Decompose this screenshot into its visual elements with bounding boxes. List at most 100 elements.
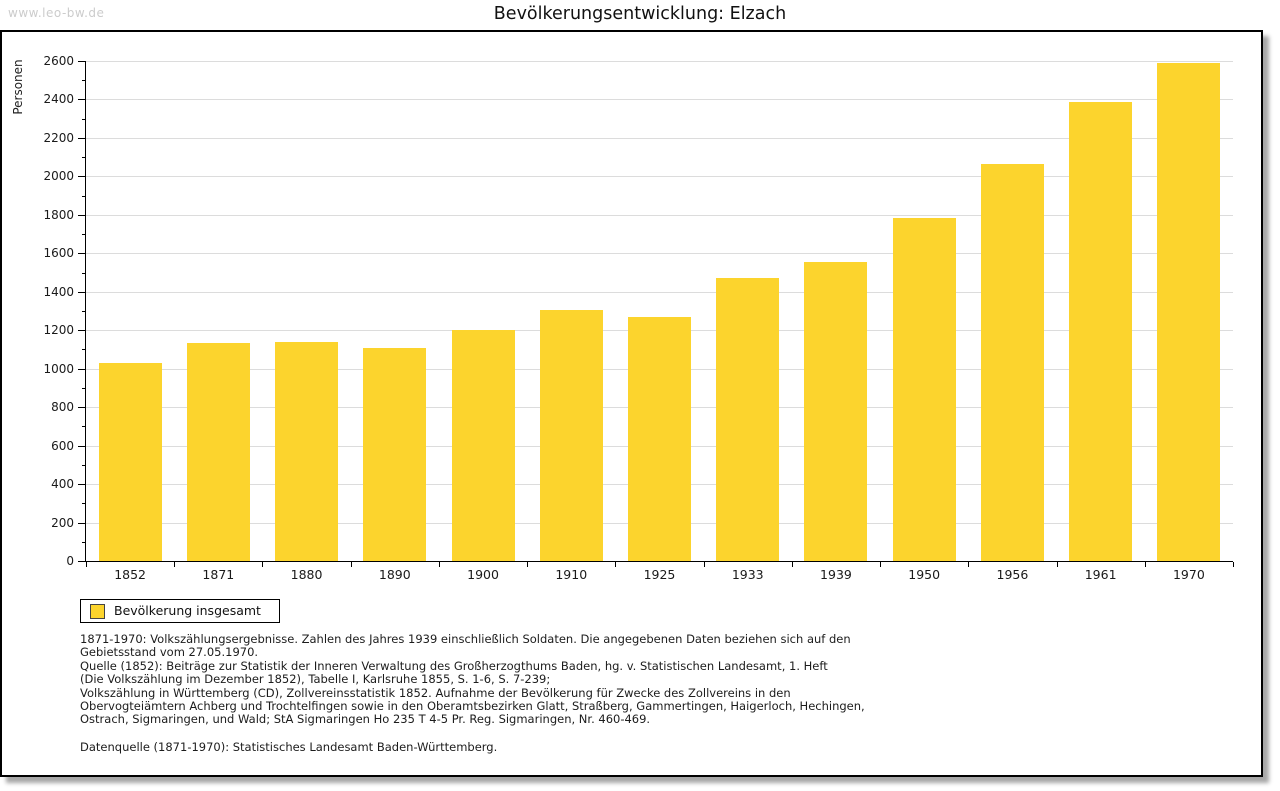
gridline-1400: [86, 291, 1233, 293]
gridline-2400: [86, 99, 1233, 101]
x-tick-label-1890: 1890: [378, 567, 411, 582]
bar-1910: [539, 310, 603, 561]
y-minor-tick-1900: [82, 195, 86, 197]
y-tick-label-800: 800: [51, 400, 74, 415]
y-tick-200: [78, 522, 86, 524]
y-tick-label-1800: 1800: [43, 207, 74, 222]
x-tick-label-1961: 1961: [1084, 567, 1117, 582]
footnote-line-5: Volkszählung in Württemberg (CD), Zollve…: [80, 685, 791, 700]
y-minor-tick-1300: [82, 311, 86, 312]
x-boundary-tick-12: [1144, 562, 1146, 567]
x-boundary-tick-1: [174, 562, 176, 567]
y-tick-label-2200: 2200: [43, 130, 74, 145]
x-boundary-tick-5: [527, 562, 529, 567]
x-tick-label-1970: 1970: [1172, 567, 1205, 582]
gridline-2000: [86, 176, 1233, 178]
footnote-line-3: Quelle (1852): Beiträge zur Statistik de…: [80, 658, 828, 673]
footnote-line-6: Obervogteiämtern Achberg und Trochtelfin…: [80, 699, 865, 714]
watermark-leo-bw: www.leo-bw.de: [8, 6, 105, 20]
bar-1925: [628, 317, 691, 561]
x-tick-label-1939: 1939: [820, 567, 852, 582]
bar-1852: [98, 363, 162, 561]
footnote-line-2: Gebietsstand vom 27.05.1970.: [80, 645, 259, 660]
x-tick-label-1910: 1910: [555, 567, 588, 582]
x-tick-label-1900: 1900: [467, 567, 499, 582]
y-minor-tick-1500: [82, 272, 86, 274]
y-tick-800: [78, 407, 86, 409]
y-tick-1200: [78, 330, 86, 332]
y-minor-tick-100: [82, 541, 86, 543]
y-tick-0: [78, 561, 86, 562]
footnote-line-4: (Die Volkszählung im Dezember 1852), Tab…: [80, 672, 551, 687]
y-tick-2400: [78, 99, 86, 101]
y-tick-label-200: 200: [51, 515, 74, 530]
gridline-2200: [86, 137, 1233, 139]
y-tick-2200: [78, 137, 86, 139]
y-tick-2600: [78, 61, 86, 62]
bar-1900: [451, 330, 515, 561]
y-tick-600: [78, 445, 86, 447]
x-boundary-tick-13: [1233, 562, 1234, 567]
y-tick-label-1200: 1200: [43, 323, 74, 338]
y-tick-400: [78, 484, 86, 486]
footnotes-block: 1871-1970: Volkszählungsergebnisse. Zahl…: [80, 632, 865, 727]
chart-frame: Personen 0 200 400 600 800 1000 1200 1400 1600 18…: [0, 30, 1263, 777]
y-minor-tick-1700: [82, 234, 86, 236]
y-minor-tick-2300: [82, 118, 86, 120]
gridline-1800: [86, 214, 1233, 216]
x-boundary-tick-9: [880, 562, 882, 567]
footnote-line-7: Ostrach, Sigmaringen, und Wald; StA Sigm…: [80, 712, 651, 727]
x-boundary-tick-2: [262, 562, 264, 567]
legend-swatch-icon: [90, 604, 105, 619]
bar-1950: [892, 218, 956, 561]
y-tick-label-2400: 2400: [43, 92, 74, 107]
chart-title: Bevölkerungsentwicklung: Elzach: [493, 4, 787, 24]
y-minor-tick-500: [82, 464, 86, 466]
bar-1970: [1157, 63, 1221, 561]
y-tick-1400: [78, 291, 86, 293]
x-tick-label-1925: 1925: [643, 567, 676, 582]
y-axis-label: Personen: [11, 59, 25, 115]
legend-box: Bevölkerung insgesamt: [80, 599, 280, 623]
x-boundary-tick-3: [350, 562, 352, 567]
legend-label: Bevölkerung insgesamt: [114, 603, 261, 618]
bar-1880: [275, 342, 339, 561]
x-tick-label-1950: 1950: [908, 567, 941, 582]
y-tick-label-1600: 1600: [43, 246, 74, 261]
footnote-line-1: 1871-1970: Volkszählungsergebnisse. Zahl…: [80, 632, 851, 646]
y-tick-1000: [78, 368, 86, 370]
y-tick-label-2000: 2000: [43, 169, 74, 184]
plot-area: 0 200 400 600 800 1000 1200 1400 1600 1800 2000 220…: [43, 55, 1234, 582]
x-boundary-tick-4: [438, 562, 440, 567]
bar-1871: [186, 343, 250, 561]
y-tick-label-2600: 2600: [43, 54, 74, 68]
bar-1933: [716, 278, 780, 561]
x-tick-label-1933: 1933: [731, 567, 764, 582]
bar-1939: [804, 262, 868, 561]
y-minor-tick-2100: [82, 157, 86, 159]
y-minor-tick-2500: [82, 80, 86, 82]
y-minor-tick-1100: [82, 349, 86, 351]
data-source-line: Datenquelle (1871-1970): Statistisches L…: [80, 740, 498, 754]
y-tick-label-0: 0: [66, 554, 74, 568]
bar-1961: [1069, 102, 1133, 561]
y-tick-1600: [78, 253, 86, 255]
x-tick-label-1852: 1852: [114, 567, 147, 582]
y-tick-label-600: 600: [51, 438, 74, 453]
gridline-1600: [86, 253, 1233, 255]
bar-1890: [363, 348, 427, 561]
y-tick-label-1400: 1400: [43, 284, 74, 299]
x-boundary-tick-6: [615, 562, 617, 567]
y-tick-label-400: 400: [51, 477, 74, 492]
bar-1956: [980, 164, 1044, 561]
gridline-2600: [86, 61, 1233, 62]
x-boundary-tick-10: [968, 562, 970, 567]
y-tick-1800: [78, 214, 86, 216]
x-boundary-tick-0: [86, 562, 87, 567]
x-boundary-tick-8: [791, 562, 793, 567]
y-tick-2000: [78, 176, 86, 178]
x-tick-label-1871: 1871: [202, 567, 235, 582]
y-minor-tick-900: [82, 387, 86, 389]
y-tick-label-1000: 1000: [43, 361, 74, 376]
